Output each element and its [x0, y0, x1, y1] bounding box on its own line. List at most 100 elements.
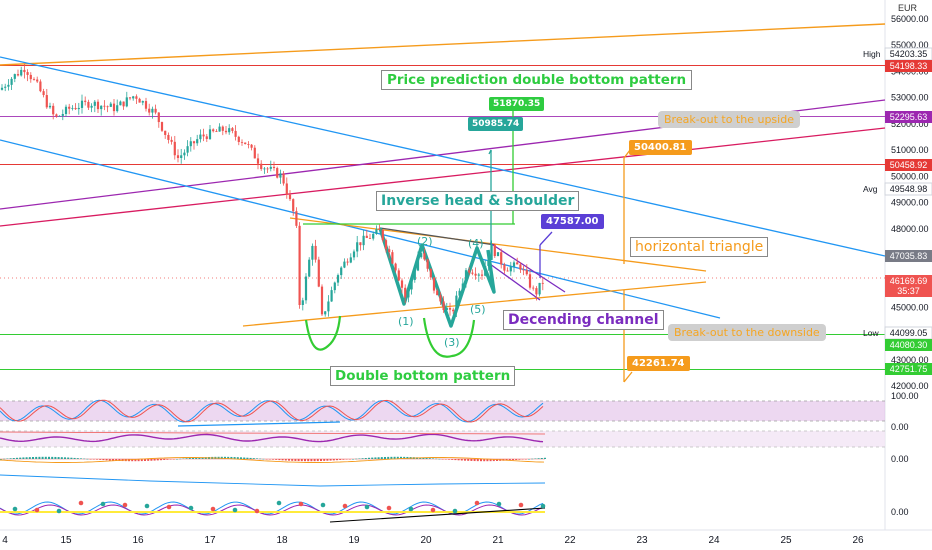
candle	[196, 134, 199, 146]
rsi-band	[0, 431, 885, 447]
candle	[327, 295, 330, 317]
candle	[381, 229, 384, 243]
wave-dot	[540, 503, 546, 509]
macd-bar	[467, 459, 470, 461]
time-tick-label: 20	[420, 535, 432, 546]
macd-bar	[470, 459, 473, 461]
candle	[39, 79, 42, 93]
wave-dot	[342, 503, 348, 509]
macd-bar	[153, 459, 156, 461]
macd-bar	[464, 459, 466, 461]
time-tick-label: 15	[60, 535, 72, 546]
candle	[541, 277, 544, 291]
candle	[253, 145, 256, 159]
candle	[189, 137, 192, 152]
candle	[13, 73, 16, 83]
macd-bar	[400, 456, 402, 459]
macd-bar	[67, 457, 70, 459]
candle	[7, 79, 10, 91]
head-shoulder-top	[379, 227, 496, 246]
candle	[90, 103, 93, 113]
price-tag-value: 47035.83	[890, 251, 928, 261]
breakout-down-annotation: Break-out to the downside	[668, 324, 826, 341]
price-tag-44080-30: 44080.30	[885, 339, 932, 351]
macd-bar	[348, 459, 351, 460]
price-tag-prefix: High	[863, 49, 881, 59]
macd-bar	[179, 458, 182, 460]
candle	[471, 269, 474, 276]
wave-dot	[364, 504, 370, 510]
macd-bar	[25, 457, 28, 459]
macd-bar	[320, 459, 322, 461]
macd-bar	[201, 457, 204, 459]
candle	[372, 231, 375, 241]
wave-dot	[210, 506, 216, 512]
candle	[404, 284, 407, 304]
macd-bar	[518, 459, 521, 460]
macd-bar	[537, 458, 540, 459]
candle	[128, 97, 132, 101]
wave-label-4: (4)	[468, 237, 484, 250]
macd-bar	[544, 457, 546, 459]
macd-bar	[304, 459, 306, 462]
macd-bar	[483, 459, 486, 462]
indicator-tick-label: 100.00	[891, 391, 919, 401]
rsi-red-line	[0, 431, 546, 435]
macd-bar	[364, 458, 367, 459]
target-box-47587: 47587.00	[541, 214, 604, 229]
candle	[45, 88, 48, 109]
candle	[455, 291, 458, 317]
candle	[429, 268, 432, 280]
candle	[416, 251, 420, 272]
price-tick-label: 55000.00	[891, 40, 929, 50]
price-tag-value: 54198.33	[890, 61, 928, 71]
candle	[10, 77, 13, 90]
wave-dot	[298, 501, 304, 507]
candle	[528, 269, 532, 290]
price-tick-label: 42000.00	[891, 381, 929, 391]
candle	[77, 102, 80, 115]
time-tick-label: 26	[852, 535, 864, 546]
candle	[103, 100, 106, 111]
wave-dot	[386, 505, 392, 511]
price-tag-44099-05: Low 44099.05	[863, 326, 932, 340]
candle	[477, 272, 480, 282]
candle	[173, 135, 176, 160]
wave-dot	[188, 505, 194, 511]
macd-bar	[425, 457, 428, 459]
macd-bar	[441, 459, 444, 460]
wave-dot	[122, 502, 128, 508]
price-tick-label: 56000.00	[891, 14, 929, 24]
downside-projection-arrow	[623, 371, 633, 383]
candle	[525, 264, 528, 276]
candle	[42, 88, 45, 98]
macd-bar	[451, 459, 454, 460]
macd-bar	[182, 458, 185, 459]
macd-bar	[195, 457, 198, 459]
price-tag-value: 44099.05	[890, 328, 928, 338]
candle	[16, 69, 20, 77]
candle	[343, 258, 346, 269]
candle	[336, 273, 340, 287]
candle	[410, 278, 413, 295]
time-tick-label: 23	[636, 535, 648, 546]
candle	[231, 126, 234, 134]
time-axis: 4 15 16 17 18 19 20 21 22 23 24 25 26	[0, 529, 932, 546]
macd-bar	[48, 456, 50, 459]
macd-bar	[3, 458, 6, 460]
macd-bar	[188, 458, 191, 459]
wave-dot	[474, 500, 480, 506]
time-tick-label: 19	[348, 535, 360, 546]
ihs-annotation: Inverse head & shoulder	[376, 191, 580, 211]
wave-label-3: (3)	[444, 336, 460, 349]
candle	[340, 266, 343, 279]
candle	[52, 103, 55, 120]
candle	[228, 124, 231, 135]
crimson-trendline	[0, 127, 886, 227]
target-box-42261: 42261.74	[627, 356, 690, 371]
macd-bar	[489, 459, 492, 462]
price-tick-label: 43000.00	[891, 355, 929, 365]
macd-bar	[438, 458, 441, 460]
wave-dot	[34, 507, 40, 513]
